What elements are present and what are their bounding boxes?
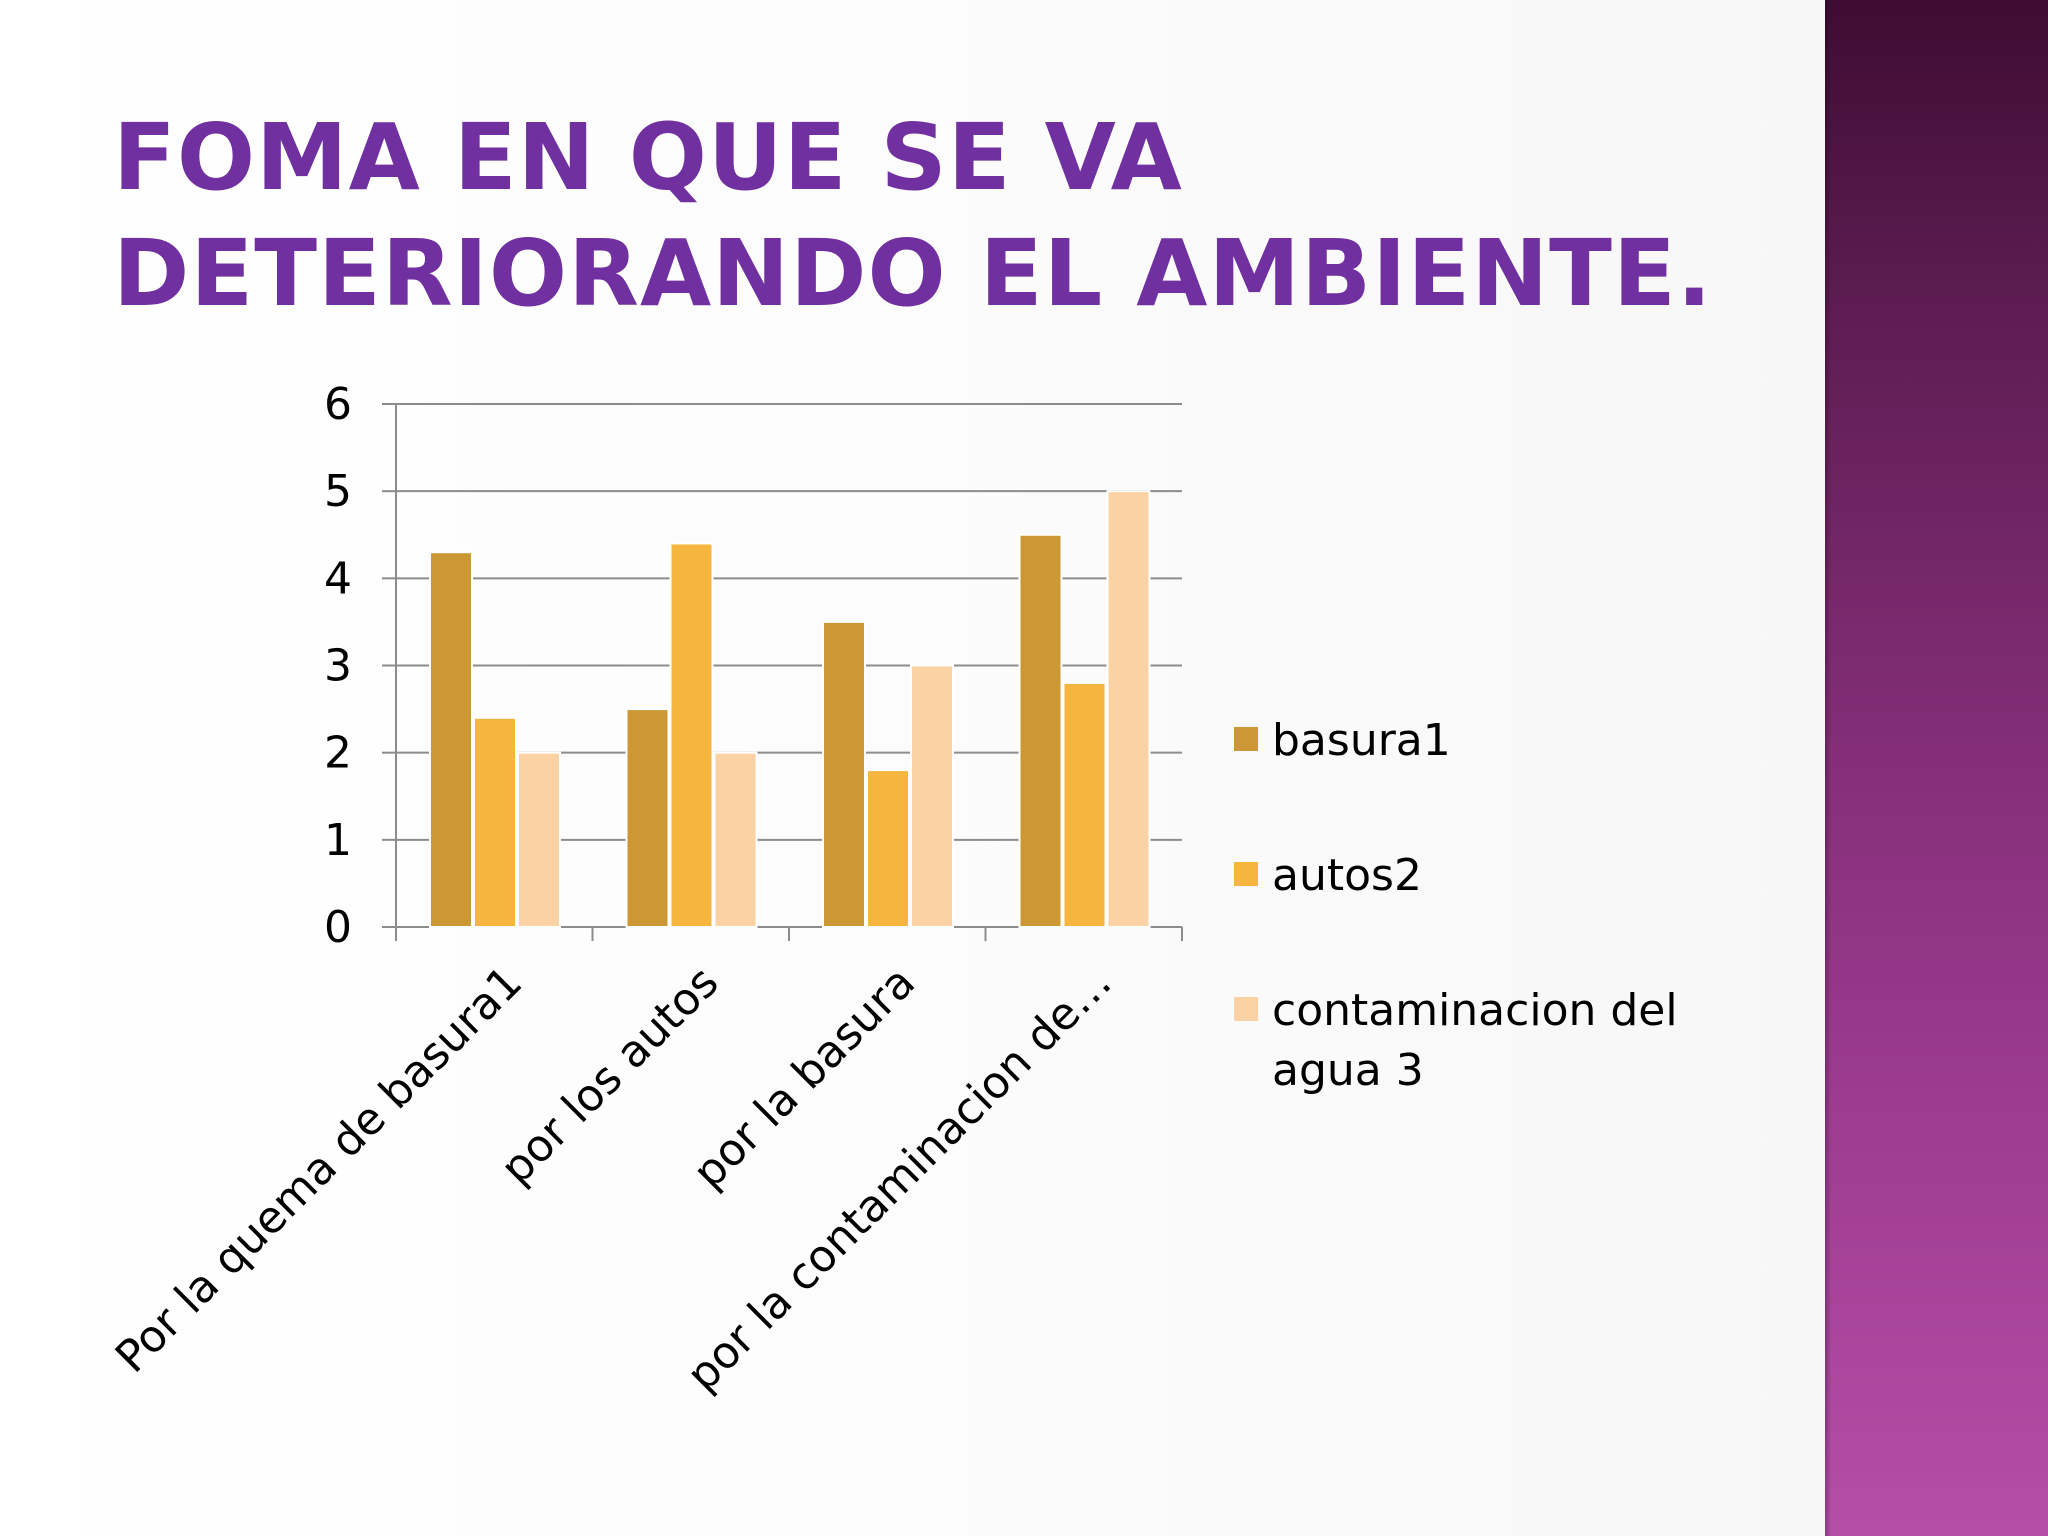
bar-autos2-4 [1062,681,1107,929]
bar-contaminacion-del-agua-3-1 [517,751,561,929]
bar-basura1-3 [822,620,866,929]
x-category-label: Por la quema de basura1 [106,957,532,1383]
bar-contaminacion-del-agua-3-4 [1106,490,1151,928]
chart-legend: basura1 autos2 contaminacion del agua 3 [1234,715,1678,1096]
y-tick-label: 6 [324,379,352,430]
y-tick-label: 1 [324,815,352,866]
y-tick-label: 3 [324,641,352,692]
bar-basura1-1 [429,551,473,929]
legend-swatch [1234,727,1258,751]
slide-title-line-1: FOMA EN QUE SE VA [113,104,1183,211]
x-category-label: por la contaminacion de… [677,957,1121,1401]
y-tick-label: 5 [324,466,352,517]
bar-basura1-4 [1018,533,1063,928]
side-band-shadow [1825,0,1831,1536]
bar-basura1-2 [625,708,670,928]
bar-autos2-2 [669,542,714,928]
legend-label: basura1 [1272,715,1451,766]
legend-label: agua 3 [1272,1045,1424,1096]
y-axis-tick-labels: 0 1 2 3 4 5 6 [324,379,352,953]
legend-swatch [1234,862,1258,886]
decorative-side-band [1825,0,2048,1536]
y-tick-label: 4 [324,553,352,604]
bar-autos2-3 [866,769,910,928]
slide-title-line-2: DETERIORANDO EL AMBIENTE. [113,220,1713,327]
bar-autos2-1 [473,716,517,928]
legend-label: contaminacion del [1272,985,1678,1036]
bar-contaminacion-del-agua-3-2 [713,751,758,929]
y-tick-label: 0 [324,902,352,953]
y-tick-label: 2 [324,728,352,779]
legend-label: autos2 [1272,850,1422,901]
legend-swatch [1234,997,1258,1021]
bar-contaminacion-del-agua-3-3 [910,664,954,928]
bar-marks [429,490,1151,929]
